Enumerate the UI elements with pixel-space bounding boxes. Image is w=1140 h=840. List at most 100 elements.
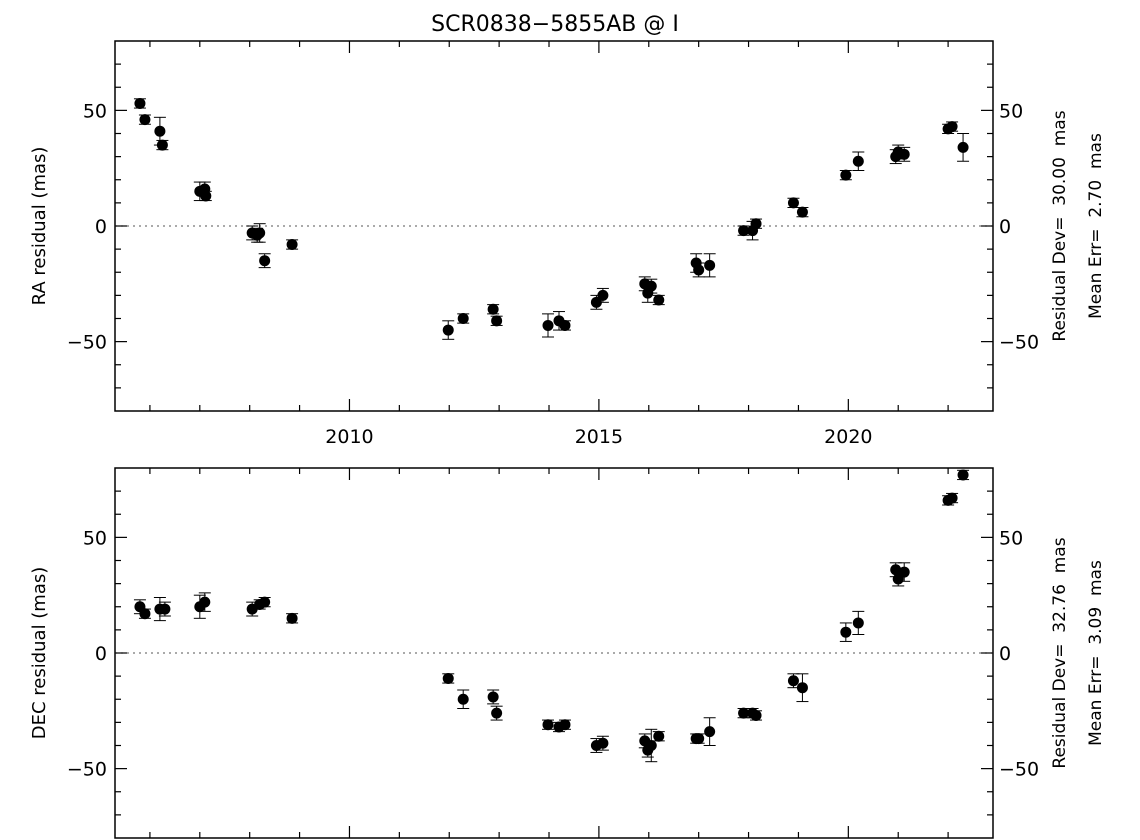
ra-data-point bbox=[133, 97, 146, 109]
dec-point-marker bbox=[704, 726, 716, 738]
ra-data-point bbox=[703, 253, 716, 278]
ra-point-marker bbox=[704, 259, 716, 271]
dec-point-marker bbox=[898, 566, 910, 578]
ra-data-point bbox=[796, 206, 809, 218]
dec-data-point bbox=[796, 673, 809, 703]
dec-point-marker bbox=[442, 672, 454, 684]
ra-point-marker bbox=[457, 313, 469, 324]
ra-data-point bbox=[156, 139, 169, 151]
ra-point-marker bbox=[491, 315, 503, 327]
ra-point-marker bbox=[259, 255, 271, 267]
dec-y-tick-label-left: 50 bbox=[83, 527, 107, 549]
ra-point-marker bbox=[946, 121, 958, 133]
ra-data-point bbox=[596, 287, 609, 303]
ra-point-marker bbox=[286, 239, 298, 250]
ra-data-point bbox=[138, 114, 151, 126]
ra-point-marker bbox=[898, 148, 910, 160]
ra-point-marker bbox=[840, 169, 852, 181]
dec-point-marker bbox=[487, 691, 499, 703]
ra-y-tick-label-left: −50 bbox=[67, 332, 107, 354]
ra-point-marker bbox=[487, 303, 499, 315]
ra-data-point bbox=[839, 169, 852, 181]
ra-y-axis-label: RA residual (mas) bbox=[29, 147, 50, 306]
dec-y-tick-label-left: 0 bbox=[95, 643, 107, 665]
ra-data-point bbox=[737, 225, 750, 237]
dec-data-point bbox=[957, 469, 970, 481]
ra-y-tick-label-left: 50 bbox=[83, 100, 107, 122]
dec-data-point bbox=[487, 689, 500, 705]
dec-point-marker bbox=[457, 693, 469, 705]
ra-y-tick-label-right: −50 bbox=[999, 332, 1039, 354]
dec-data-point bbox=[442, 672, 455, 684]
ra-data-point bbox=[946, 121, 959, 133]
dec-y-tick-label-left: −50 bbox=[67, 759, 107, 781]
dec-point-marker bbox=[597, 737, 609, 749]
dec-point-marker bbox=[139, 608, 151, 620]
ra-residual-dev-label: Residual Dev= 30.00 mas bbox=[1050, 110, 1070, 341]
dec-data-point bbox=[839, 622, 852, 642]
dec-y-tick-label-right: 0 bbox=[999, 643, 1011, 665]
dec-point-marker bbox=[653, 730, 665, 742]
ra-data-point bbox=[542, 313, 555, 338]
ra-x-tick-label: 2020 bbox=[824, 426, 872, 448]
dec-point-marker bbox=[693, 733, 705, 745]
dec-data-point bbox=[692, 733, 705, 745]
ra-data-point bbox=[487, 303, 500, 315]
ra-y-tick-label-right: 50 bbox=[999, 100, 1023, 122]
dec-point-marker bbox=[159, 603, 171, 615]
ra-mean-err-label: Mean Err= 2.70 mas bbox=[1086, 133, 1106, 319]
dec-data-point bbox=[457, 689, 470, 709]
dec-data-point bbox=[852, 610, 865, 635]
ra-point-marker bbox=[750, 218, 762, 230]
dec-data-point bbox=[645, 728, 658, 763]
ra-data-point bbox=[590, 294, 603, 310]
ra-y-tick-label-left: 0 bbox=[95, 216, 107, 238]
ra-point-marker bbox=[442, 324, 454, 336]
dec-point-marker bbox=[738, 707, 750, 719]
dec-residual-dev-label: Residual Dev= 32.76 mas bbox=[1050, 537, 1070, 768]
ra-y-tick-label-right: 0 bbox=[999, 216, 1011, 238]
dec-point-marker bbox=[491, 707, 503, 719]
dec-mean-err-label: Mean Err= 3.09 mas bbox=[1086, 560, 1106, 746]
dec-point-marker bbox=[840, 626, 852, 638]
dec-point-marker bbox=[199, 596, 211, 608]
ra-data-point bbox=[692, 262, 705, 278]
dec-data-point bbox=[596, 735, 609, 751]
ra-point-marker bbox=[542, 319, 554, 331]
figure-title: SCR0838−5855AB @ I bbox=[431, 12, 679, 37]
dec-data-point bbox=[198, 592, 211, 612]
ra-x-tick-label: 2015 bbox=[575, 426, 623, 448]
dec-point-marker bbox=[645, 740, 657, 751]
dec-point-marker bbox=[286, 612, 298, 624]
ra-data-point bbox=[750, 218, 763, 230]
ra-point-marker bbox=[156, 139, 168, 151]
ra-point-marker bbox=[200, 190, 212, 202]
dec-point-marker bbox=[946, 492, 958, 504]
dec-y-tick-label-right: −50 bbox=[999, 759, 1039, 781]
ra-data-point bbox=[442, 320, 455, 340]
ra-point-marker bbox=[693, 264, 705, 276]
dec-data-point bbox=[946, 492, 959, 504]
dec-data-point bbox=[158, 601, 171, 617]
ra-point-marker bbox=[154, 125, 166, 137]
dec-data-point bbox=[703, 717, 716, 746]
ra-point-marker bbox=[139, 114, 151, 126]
ra-point-marker bbox=[957, 141, 969, 153]
ra-data-point bbox=[457, 313, 470, 324]
ra-point-marker bbox=[597, 289, 609, 301]
dec-point-marker bbox=[957, 469, 969, 481]
ra-point-marker bbox=[590, 296, 602, 308]
ra-data-point bbox=[286, 239, 299, 250]
dec-residual-panel: −50 −50 0 0 50 50 DEC residual (mas) Residual D… bbox=[29, 467, 1106, 839]
ra-point-marker bbox=[796, 206, 808, 218]
ra-data-point bbox=[490, 315, 503, 327]
ra-point-marker bbox=[852, 155, 864, 167]
ra-x-tick-label: 2010 bbox=[325, 426, 373, 448]
ra-data-point bbox=[199, 190, 212, 202]
dec-point-marker bbox=[542, 719, 554, 731]
dec-point-marker bbox=[750, 709, 762, 721]
ra-data-point bbox=[558, 319, 571, 331]
ra-data-point bbox=[253, 223, 266, 243]
dec-data-point bbox=[558, 719, 571, 731]
